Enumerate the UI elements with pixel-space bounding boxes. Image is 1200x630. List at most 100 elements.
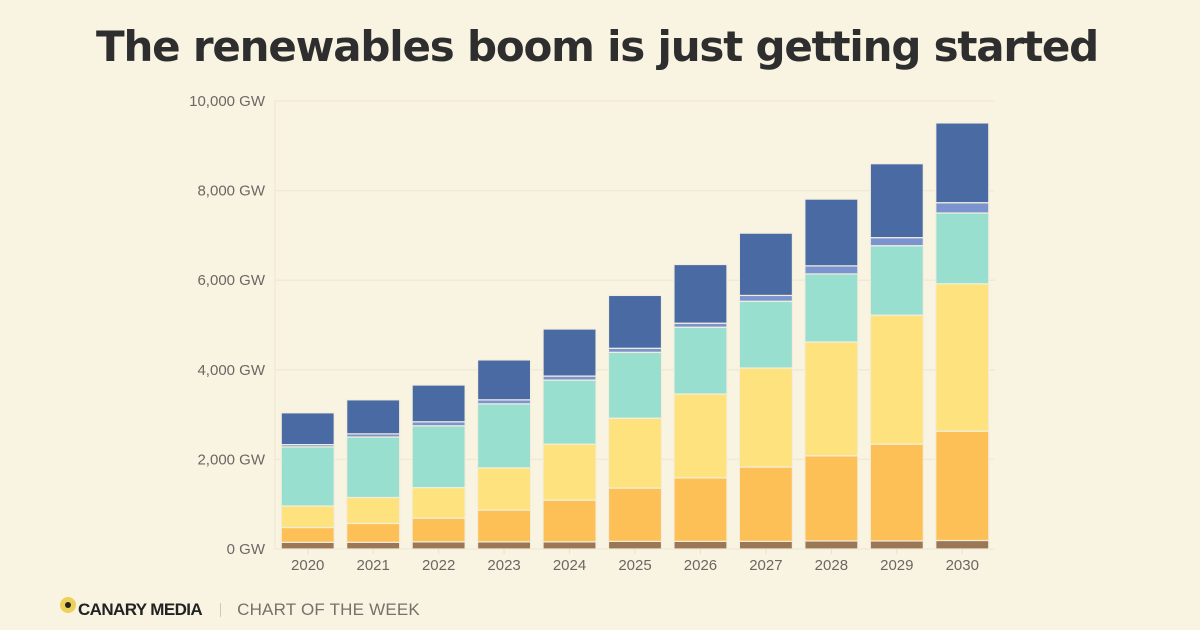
y-tick-label: 2,000 GW <box>197 451 265 468</box>
bars <box>280 122 990 550</box>
divider <box>220 603 222 617</box>
bar-segment <box>411 541 466 550</box>
bar-segment <box>476 403 532 469</box>
bar-segment <box>935 122 990 204</box>
x-tick-label: 2023 <box>487 557 520 574</box>
bar-segment <box>935 212 990 285</box>
bar-segment <box>607 417 663 489</box>
x-tick-label: 2028 <box>815 557 848 574</box>
bar-segment <box>476 509 532 543</box>
bar-segment <box>411 517 466 543</box>
bar-stack-2021 <box>346 399 401 550</box>
bar-segment <box>346 496 401 525</box>
x-tick-label: 2027 <box>749 557 782 574</box>
bar-segment <box>607 294 663 349</box>
bar-segment <box>607 487 663 542</box>
bar-segment <box>411 384 466 423</box>
y-tick-label: 6,000 GW <box>197 272 265 289</box>
bar-segment <box>869 163 924 239</box>
brand-name: CANARY MEDIA <box>78 600 203 619</box>
bar-segment <box>738 294 794 302</box>
bar-stack-2022 <box>411 384 466 550</box>
bar-segment <box>346 541 401 550</box>
bar-segment <box>411 425 466 489</box>
bar-segment <box>935 283 990 432</box>
bar-segment <box>673 326 728 395</box>
bar-segment <box>476 359 532 401</box>
bar-segment <box>804 198 859 267</box>
bar-stack-2030 <box>935 122 990 550</box>
bar-segment <box>346 399 401 435</box>
bar-segment <box>869 245 924 316</box>
bar-segment <box>869 540 924 550</box>
bar-segment <box>607 347 663 353</box>
bar-segment <box>673 540 728 550</box>
bar-segment <box>542 379 597 445</box>
bar-segment <box>280 505 335 529</box>
bar-segment <box>869 443 924 542</box>
y-tick-label: 4,000 GW <box>197 362 265 379</box>
bar-segment <box>476 467 532 511</box>
bar-stack-2024 <box>542 328 597 550</box>
bar-stack-2028 <box>804 198 859 550</box>
bar-segment <box>542 375 597 381</box>
bar-segment <box>476 399 532 405</box>
bar-segment <box>280 446 335 507</box>
bar-stack-2026 <box>673 263 728 550</box>
canary-logo-icon <box>60 597 76 613</box>
bar-segment <box>607 540 663 550</box>
bar-stack-2025 <box>607 294 663 550</box>
y-tick-label: 8,000 GW <box>197 183 265 200</box>
bar-segment <box>542 443 597 501</box>
bar-segment <box>673 393 728 479</box>
x-tick-label: 2026 <box>684 557 717 574</box>
x-tick-label: 2021 <box>356 557 389 574</box>
bar-segment <box>738 232 794 297</box>
chart-title: The renewables boom is just getting star… <box>96 22 1099 71</box>
bar-segment <box>280 541 335 550</box>
footer: CANARY MEDIA CHART OF THE WEEK <box>60 596 420 624</box>
bar-stack-2029 <box>869 163 924 550</box>
bar-segment <box>869 314 924 445</box>
bar-segment <box>738 367 794 468</box>
bar-segment <box>738 300 794 369</box>
bar-segment <box>804 455 859 542</box>
x-axis: 2020 2021 2022 2023 2024 2025 2026 2027 2028 2029… <box>291 549 979 574</box>
bar-segment <box>804 265 859 275</box>
bar-segment <box>673 263 728 324</box>
bar-segment <box>476 541 532 550</box>
bar-stack-2020 <box>280 412 335 550</box>
bar-segment <box>542 499 597 543</box>
bar-stack-2023 <box>476 359 532 550</box>
bar-segment <box>346 436 401 499</box>
bar-segment <box>935 430 990 542</box>
bar-segment <box>542 328 597 377</box>
bar-segment <box>804 540 859 550</box>
bar-segment <box>935 539 990 550</box>
tagline: CHART OF THE WEEK <box>237 600 420 619</box>
y-tick-label: 10,000 GW <box>189 93 266 110</box>
bar-stack-2027 <box>738 232 794 550</box>
bar-segment <box>804 341 859 457</box>
bar-segment <box>869 237 924 247</box>
bar-segment <box>673 477 728 542</box>
y-tick-label: 0 GW <box>227 541 266 558</box>
bar-segment <box>542 541 597 550</box>
x-tick-label: 2030 <box>946 557 979 574</box>
x-tick-label: 2024 <box>553 557 586 574</box>
bar-segment <box>411 487 466 519</box>
x-tick-label: 2029 <box>880 557 913 574</box>
bar-segment <box>673 322 728 328</box>
bar-segment <box>738 466 794 542</box>
y-axis: 0 GW 2,000 GW 4,000 GW 6,000 GW 8,000 GW 10,0… <box>189 93 266 558</box>
bar-segment <box>804 273 859 343</box>
bar-segment <box>280 412 335 446</box>
bar-segment <box>280 526 335 543</box>
bar-segment <box>607 351 663 419</box>
x-tick-label: 2022 <box>422 557 455 574</box>
x-tick-label: 2020 <box>291 557 324 574</box>
x-tick-label: 2025 <box>618 557 651 574</box>
bar-segment <box>346 522 401 543</box>
bar-segment <box>411 421 466 427</box>
